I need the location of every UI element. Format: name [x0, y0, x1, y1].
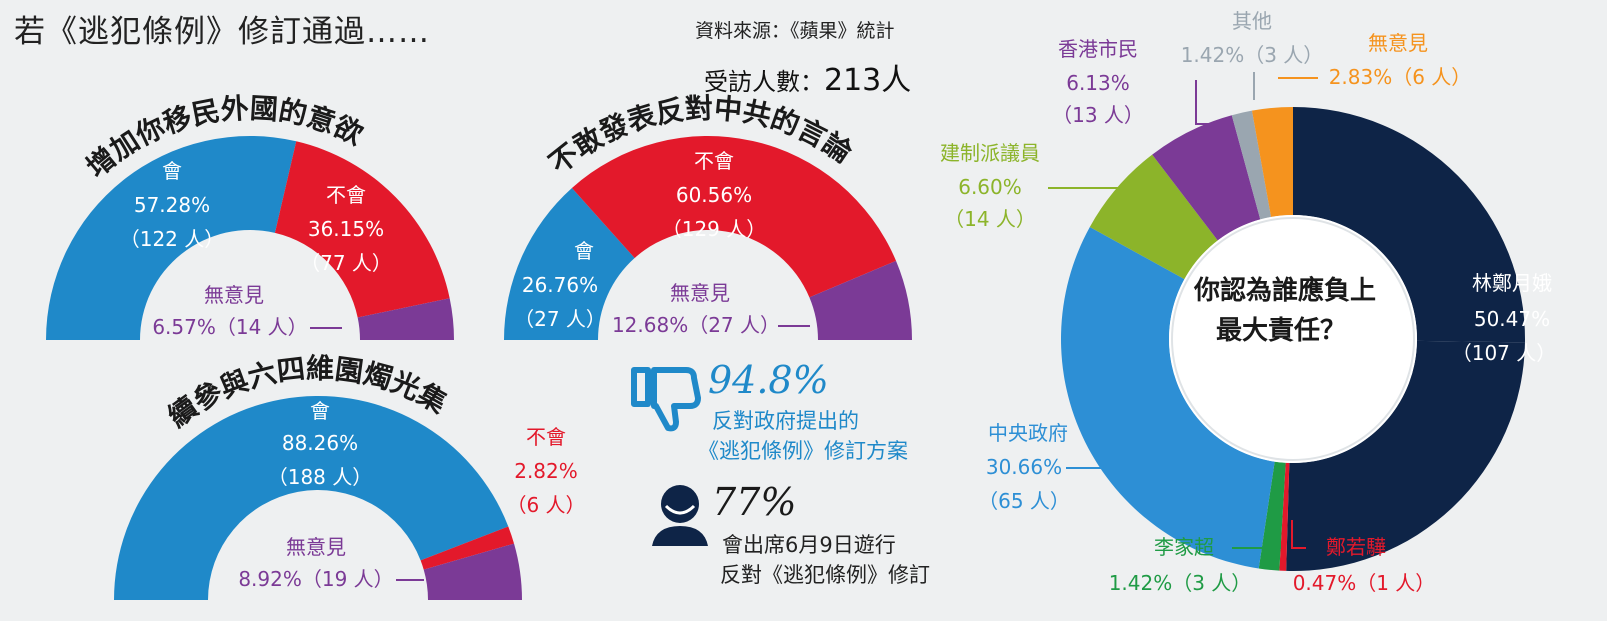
- chart2-slice-0: [504, 187, 635, 340]
- chart4-lee-label: 李家超: [1154, 535, 1214, 559]
- chart4-citizens-count: （13 人）: [1052, 103, 1144, 127]
- chart1-no-label: 不會: [326, 183, 366, 207]
- chart4-proest-label: 建制派議員: [940, 141, 1040, 165]
- chart3-slice-1: [420, 526, 515, 570]
- chart2-no-percent: 60.56%: [676, 183, 752, 207]
- chart4-slice-6: [1231, 110, 1272, 220]
- chart3-noopinion-label: 無意見: [286, 535, 346, 559]
- chart4-noop-text: 2.83%（6 人）: [1329, 65, 1472, 89]
- chart1-yes-count: （122 人）: [120, 227, 225, 251]
- chart2-noopinion-text: 12.68%（27 人）: [612, 313, 780, 337]
- chart4-proest-count: （14 人）: [944, 207, 1036, 231]
- chart4-slice-7: [1251, 107, 1293, 217]
- thumbs-down-icon: [631, 367, 701, 432]
- chart3-slice-0: [114, 395, 509, 600]
- chart4-others-label: 其他: [1232, 9, 1272, 33]
- person-icon: [652, 485, 708, 546]
- chart4-central-label: 中央政府: [988, 421, 1068, 445]
- chart3-no-percent: 2.82%: [514, 459, 578, 483]
- chart4-center-ring: [1171, 217, 1415, 461]
- chart1-noopinion-text: 6.57%（14 人）: [152, 315, 307, 339]
- chart3-yes-label: 會: [310, 399, 330, 423]
- chart1-noopinion-label: 無意見: [204, 283, 264, 307]
- chart4-lee-leader: [1232, 520, 1281, 549]
- chart1-slice-0: [46, 136, 297, 340]
- chart1-no-count: （77 人）: [300, 251, 392, 275]
- chart4-tsang-label: 鄭若驊: [1326, 535, 1386, 559]
- chart3-noopinion-text: 8.92%（19 人）: [238, 567, 393, 591]
- chart1-yes-label: 會: [162, 159, 182, 183]
- stat-march-line2: 反對《逃犯條例》修訂: [720, 563, 930, 587]
- chart4-proest-percent: 6.60%: [958, 175, 1022, 199]
- chart4-slice-5: [1152, 115, 1261, 241]
- chart3-yes-percent: 88.26%: [282, 431, 358, 455]
- chart4-central-percent: 30.66%: [986, 455, 1062, 479]
- chart2-yes-count: （27 人）: [514, 307, 606, 331]
- chart4-slice-2: [1258, 461, 1286, 571]
- chart4-citizens-leader: [1195, 80, 1214, 125]
- chart2-yes-percent: 26.76%: [522, 273, 598, 297]
- chart2-no-label: 不會: [694, 149, 734, 173]
- chart1-no-percent: 36.15%: [308, 217, 384, 241]
- stat-oppose-value: 94.8%: [708, 358, 829, 402]
- chart4-lam-count: （107 人）: [1452, 341, 1557, 365]
- chart1-slice-1: [274, 141, 450, 318]
- chart1-slice-2: [357, 298, 454, 340]
- chart4-others-text: 1.42%（3 人）: [1181, 43, 1324, 67]
- chart3-no-count: （6 人）: [506, 493, 585, 517]
- stat-oppose-line2: 《逃犯條例》修訂方案: [698, 439, 908, 463]
- chart4-lam-percent: 50.47%: [1474, 307, 1550, 331]
- chart4-citizens-percent: 6.13%: [1066, 71, 1130, 95]
- chart4-tsang-text: 0.47%（1 人）: [1293, 571, 1436, 595]
- chart4-central-count: （65 人）: [978, 489, 1070, 513]
- data-source: 資料來源：《蘋果》統計: [695, 20, 895, 42]
- chart4-tsang-leader: [1291, 520, 1306, 549]
- chart4-slice-1: [1279, 462, 1290, 571]
- chart2-slice-2: [809, 260, 912, 340]
- stat-march-value: 77%: [712, 480, 797, 524]
- chart4-lam-label: 林鄭月娥: [1472, 271, 1552, 295]
- chart4-noop-label: 無意見: [1368, 31, 1428, 55]
- chart4-slice-3: [1060, 226, 1275, 569]
- chart1-yes-percent: 57.28%: [134, 193, 210, 217]
- chart4-title-line1: 你認為誰應負上: [1193, 275, 1376, 306]
- chart3-no-label: 不會: [526, 425, 566, 449]
- page-title: 若《逃犯條例》修訂通過……: [14, 14, 430, 50]
- stat-oppose-line1: 反對政府提出的: [712, 409, 859, 433]
- chart4-slice-4: [1089, 154, 1218, 280]
- chart4-slice-0b: [1286, 340, 1525, 571]
- respondents-count: 受訪人數：213人: [704, 55, 911, 99]
- chart3-slice-2: [423, 543, 522, 600]
- chart4-title-line2: 最大責任？: [1216, 316, 1346, 346]
- chart4-citizens-label: 香港市民: [1058, 37, 1138, 61]
- chart2-yes-label: 會: [574, 239, 594, 263]
- chart2-no-count: （129 人）: [662, 217, 767, 241]
- stat-march-line1: 會出席6月9日遊行: [722, 533, 896, 557]
- chart2-slice-1: [571, 135, 897, 298]
- chart3-yes-count: （188 人）: [268, 465, 373, 489]
- chart2-noopinion-label: 無意見: [670, 281, 730, 305]
- chart4-lee-text: 1.42%（3 人）: [1109, 571, 1252, 595]
- respondents-value: 213人: [824, 63, 912, 98]
- chart4-slice-0a: [1293, 107, 1525, 343]
- respondents-label: 受訪人數：: [704, 68, 824, 96]
